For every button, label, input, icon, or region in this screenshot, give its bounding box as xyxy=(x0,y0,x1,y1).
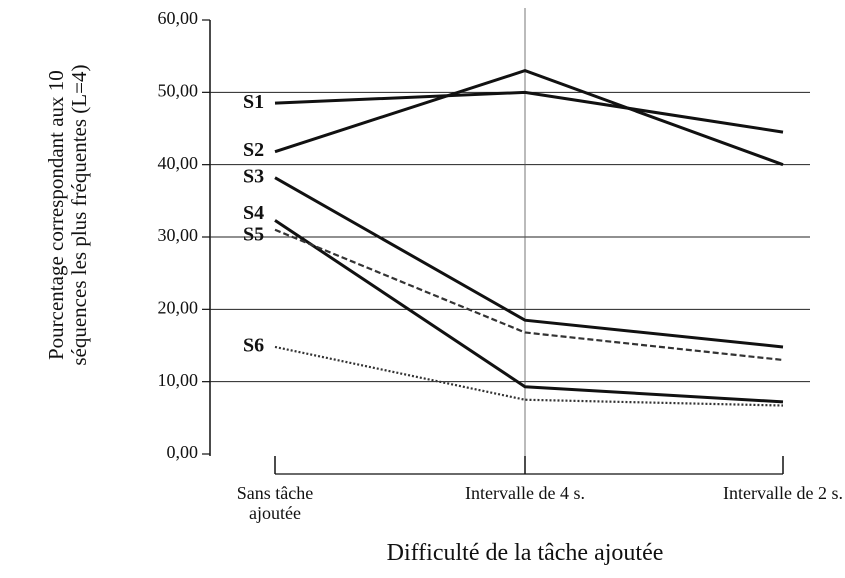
y-tick-label: 20,00 xyxy=(158,297,199,317)
series-line xyxy=(274,345,784,407)
y-tick-label: 0,00 xyxy=(167,442,199,462)
x-tick-label: Intervalle de 4 s. xyxy=(465,483,585,503)
series-line xyxy=(274,219,784,404)
series-label: S6 xyxy=(243,335,264,357)
x-tick-label: Intervalle de 2 s. xyxy=(723,483,843,503)
series-line xyxy=(274,90,784,134)
series-label: S3 xyxy=(243,165,264,187)
series-line xyxy=(274,228,784,362)
series-label: S1 xyxy=(243,91,264,113)
y-axis-title: Pourcentage correspondant aux 10 séquenc… xyxy=(43,64,91,366)
y-tick-label: 40,00 xyxy=(158,153,199,173)
y-tick-label: 50,00 xyxy=(158,80,199,100)
series-label: S5 xyxy=(243,223,264,245)
series-label: S2 xyxy=(243,139,264,161)
x-axis-title: Difficulté de la tâche ajoutée xyxy=(386,540,664,566)
y-tick-label: 10,00 xyxy=(158,370,199,390)
y-tick-label: 60,00 xyxy=(158,8,199,28)
series-line xyxy=(274,176,784,349)
x-tick-label: Sans tâche ajoutée xyxy=(236,483,314,523)
series-label: S4 xyxy=(243,202,264,224)
series-line xyxy=(274,69,784,167)
y-tick-label: 30,00 xyxy=(158,225,199,245)
